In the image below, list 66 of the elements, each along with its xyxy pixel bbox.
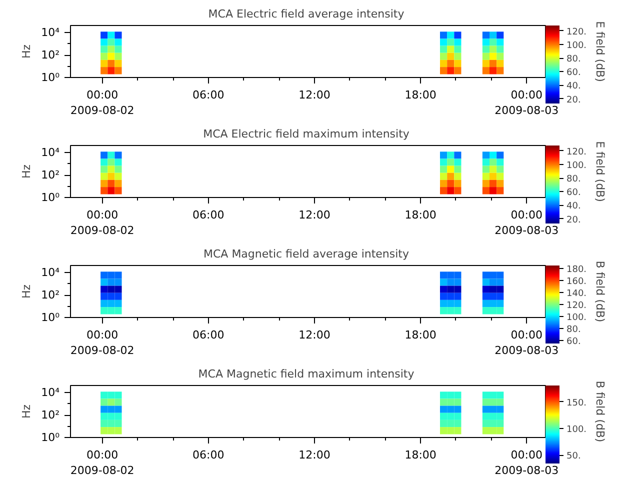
- y-tick-label: 10²: [41, 168, 60, 182]
- y-tick-label: 10⁴: [41, 386, 60, 400]
- x-tick-label: 00:00 2009-08-03: [494, 448, 559, 478]
- y-tick-label: 10²: [41, 48, 60, 62]
- color-bar-label: 50.: [566, 452, 581, 462]
- color-bar-label: 80.: [566, 54, 581, 65]
- y-tick-label: 10⁴: [41, 266, 60, 280]
- x-tick-label: 00:00 2009-08-02: [70, 208, 134, 238]
- color-bar-label: 100.: [566, 424, 587, 435]
- y-axis-title: Hz: [20, 164, 34, 179]
- x-tick-label: 00:00 2009-08-02: [70, 328, 134, 358]
- color-bar-label: 60.: [566, 337, 581, 347]
- y-axis-title: Hz: [20, 44, 34, 59]
- color-bar-label: 20.: [566, 95, 581, 106]
- x-tick-label: 00:00 2009-08-03: [494, 328, 559, 358]
- x-tick-label: 00:00 2009-08-02: [70, 448, 134, 478]
- y-tick-label: 10⁰: [41, 311, 60, 324]
- x-tick-label: 18:00: [404, 208, 436, 222]
- x-tick-label: 12:00: [298, 448, 330, 462]
- color-bar-label: 100.: [566, 40, 587, 51]
- color-bar-label: 120.: [566, 301, 587, 311]
- color-bar-label: 40.: [566, 202, 581, 212]
- x-tick-label: 12:00: [298, 88, 330, 102]
- color-bar-title: B field (dB): [594, 380, 606, 442]
- color-bar-label: 150.: [566, 398, 587, 408]
- x-tick-label: 06:00: [192, 328, 224, 342]
- y-tick-label: 10⁰: [41, 191, 60, 204]
- x-tick-label: 06:00: [192, 448, 224, 462]
- color-bar-label: 120.: [566, 147, 587, 158]
- y-tick-label: 10²: [41, 408, 60, 422]
- y-tick-label: 10²: [41, 288, 60, 302]
- color-bar-label: 20.: [566, 215, 581, 226]
- x-tick-label: 18:00: [404, 88, 436, 102]
- color-bar-title: E field (dB): [594, 141, 606, 202]
- color-bar-label: 80.: [566, 325, 581, 335]
- color-bar-label: 100.: [566, 160, 587, 171]
- chart-title: MCA Electric field maximum intensity: [203, 128, 410, 140]
- y-tick-label: 10⁴: [41, 26, 60, 40]
- color-bar-label: 40.: [566, 82, 581, 92]
- color-bar-label: 140.: [566, 289, 587, 299]
- x-tick-label: 06:00: [192, 208, 224, 222]
- chart-title: MCA Magnetic field maximum intensity: [198, 368, 415, 380]
- color-bar-label: 180.: [566, 265, 587, 275]
- color-bar-label: 60.: [566, 188, 581, 198]
- color-bar-label: 100.: [566, 313, 587, 323]
- x-tick-label: 12:00: [298, 328, 330, 342]
- x-tick-label: 12:00: [298, 208, 330, 222]
- y-tick-label: 10⁰: [41, 431, 60, 444]
- color-bar-label: 120.: [566, 27, 587, 38]
- color-bar-label: 160.: [566, 277, 587, 287]
- y-tick-label: 10⁴: [41, 146, 60, 160]
- color-bar-title: E field (dB): [594, 21, 606, 82]
- color-bar-title: B field (dB): [594, 260, 606, 322]
- chart-title: MCA Magnetic field average intensity: [203, 248, 410, 260]
- y-axis-title: Hz: [20, 284, 34, 299]
- x-tick-label: 18:00: [404, 328, 436, 342]
- x-tick-label: 00:00 2009-08-03: [494, 208, 559, 238]
- x-tick-label: 00:00 2009-08-02: [70, 88, 134, 118]
- x-tick-label: 00:00 2009-08-03: [494, 88, 559, 118]
- chart-title: MCA Electric field average intensity: [208, 8, 405, 20]
- x-tick-label: 06:00: [192, 88, 224, 102]
- color-bar-label: 60.: [566, 68, 581, 78]
- x-tick-label: 18:00: [404, 448, 436, 462]
- color-bar-label: 80.: [566, 174, 581, 185]
- y-tick-label: 10⁰: [41, 71, 60, 84]
- y-axis-title: Hz: [20, 404, 34, 419]
